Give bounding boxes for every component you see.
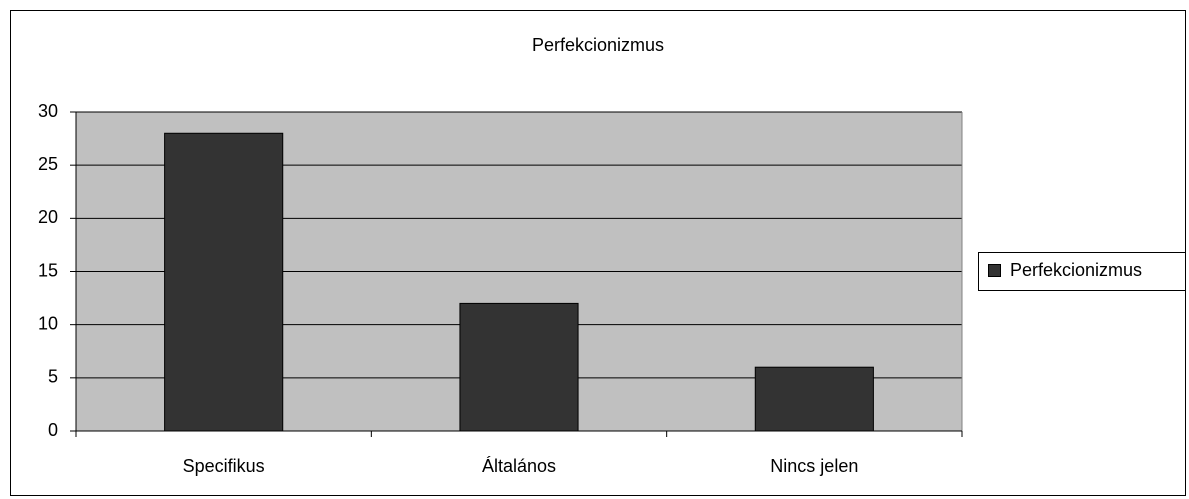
x-tick-label: Specifikus — [183, 456, 265, 476]
bar — [164, 132, 284, 432]
y-tick-label: 20 — [38, 207, 58, 227]
legend-marker — [988, 264, 1001, 277]
y-tick-label: 15 — [38, 260, 58, 280]
legend-box — [978, 252, 1186, 291]
y-tick-label: 25 — [38, 154, 58, 174]
x-tick-label: Nincs jelen — [770, 456, 858, 476]
y-tick-label: 10 — [38, 313, 58, 333]
x-tick-label: Általános — [482, 456, 556, 476]
bar — [459, 302, 579, 432]
legend-label: Perfekcionizmus — [1010, 260, 1142, 280]
y-tick-label: 30 — [38, 101, 58, 121]
bar — [754, 366, 874, 432]
y-tick-label: 5 — [48, 367, 58, 387]
chart-title: Perfekcionizmus — [532, 35, 664, 55]
y-tick-label: 0 — [48, 420, 58, 440]
